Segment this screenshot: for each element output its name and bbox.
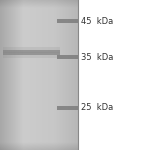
Text: 35  kDa: 35 kDa bbox=[81, 52, 113, 62]
Bar bbox=[3, 52, 60, 58]
Bar bbox=[78, 0, 150, 150]
Bar bbox=[57, 19, 78, 23]
Bar bbox=[3, 47, 60, 53]
Bar bbox=[57, 55, 78, 59]
Bar bbox=[3, 50, 60, 55]
Text: 45  kDa: 45 kDa bbox=[81, 16, 113, 26]
Bar bbox=[57, 106, 78, 110]
Text: 25  kDa: 25 kDa bbox=[81, 103, 113, 112]
